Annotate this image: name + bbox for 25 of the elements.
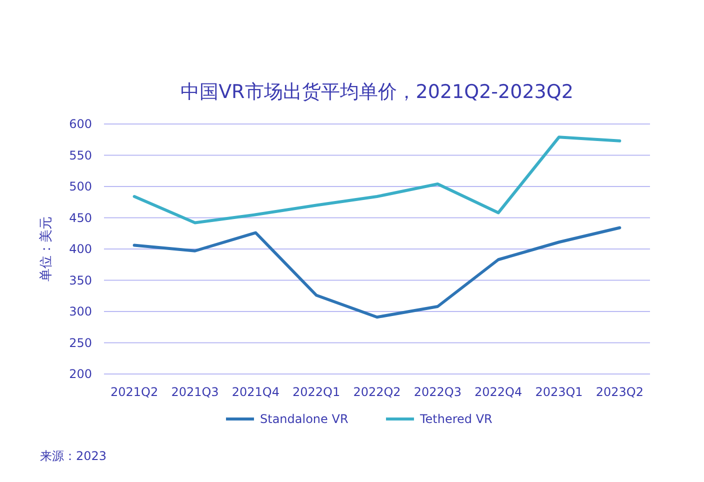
x-tick-label: 2023Q2 — [596, 385, 644, 399]
y-tick-label: 550 — [69, 148, 92, 162]
x-tick-label: 2022Q2 — [353, 385, 401, 399]
y-tick-label: 300 — [69, 304, 92, 318]
y-tick-label: 400 — [69, 242, 92, 256]
y-axis-title: 单位：美元 — [38, 216, 54, 282]
y-tick-label: 200 — [69, 367, 92, 381]
x-tick-label: 2021Q4 — [232, 385, 280, 399]
line-series — [132, 226, 622, 319]
line-series — [132, 136, 622, 224]
source-note: 来源：2023 — [40, 449, 107, 463]
x-tick-label: 2022Q1 — [292, 385, 340, 399]
y-tick-label: 600 — [69, 117, 92, 131]
legend-label: Standalone VR — [260, 412, 348, 426]
y-tick-label: 450 — [69, 210, 92, 225]
y-tick-label: 250 — [69, 336, 92, 350]
x-tick-label: 2021Q2 — [110, 385, 158, 399]
chart-title: 中国VR市场出货平均单价，2021Q2-2023Q2 — [180, 81, 574, 103]
x-tick-label: 2023Q1 — [535, 385, 583, 399]
legend-label: Tethered VR — [419, 412, 492, 426]
x-tick-label: 2022Q4 — [474, 385, 522, 399]
y-tick-label: 350 — [69, 273, 92, 288]
y-tick-label: 500 — [69, 180, 92, 194]
x-tick-label: 2022Q3 — [414, 385, 462, 399]
x-tick-label: 2021Q3 — [171, 385, 219, 399]
